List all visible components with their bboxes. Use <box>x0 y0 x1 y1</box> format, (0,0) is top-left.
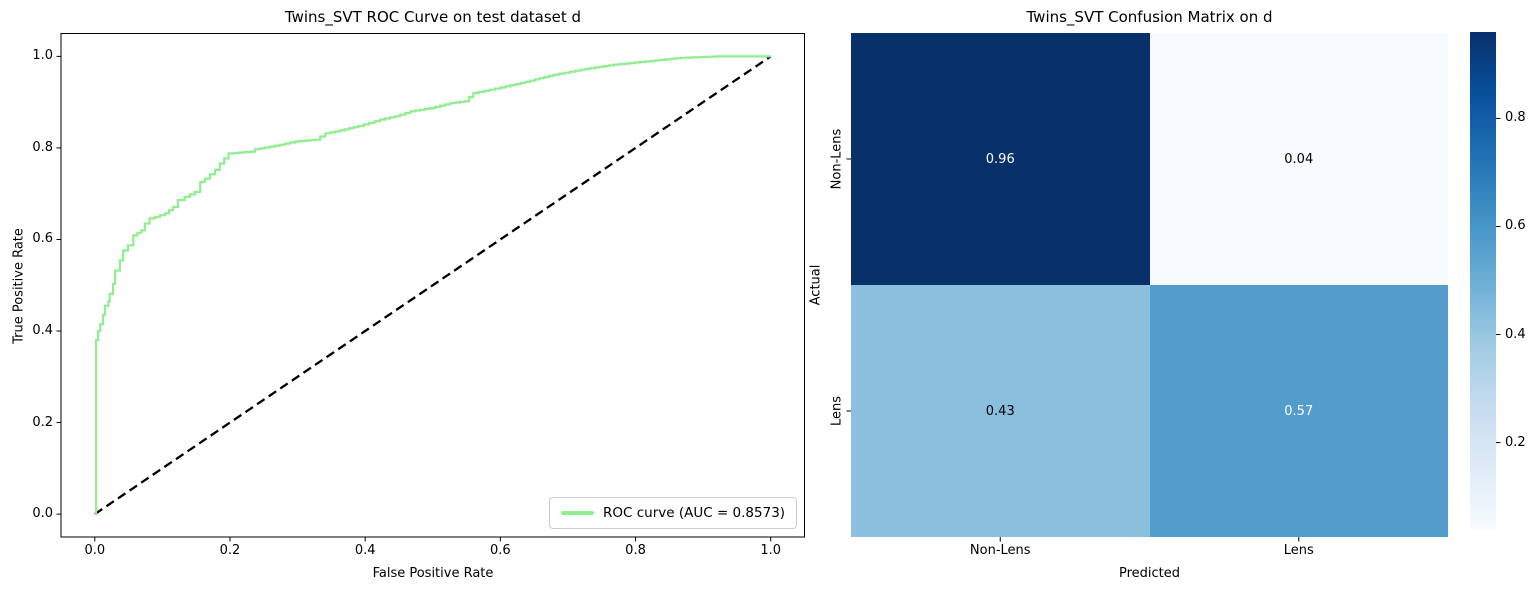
cm-cell-actual-lens-pred-nonlens: 0.43 <box>851 285 1150 537</box>
roc-x-tick-label: 0.4 <box>354 543 376 558</box>
colorbar-tick-label: 0.2 <box>1505 434 1526 450</box>
colorbar-tick-label: 0.4 <box>1505 326 1526 342</box>
cm-x-tick-label: Non-Lens <box>969 543 1031 558</box>
roc-legend-label: ROC curve (AUC = 0.8573) <box>603 505 786 521</box>
roc-legend: ROC curve (AUC = 0.8573) <box>549 497 798 529</box>
roc-x-tick-label: 0.0 <box>84 543 106 558</box>
cm-cell-actual-lens-pred-lens: 0.57 <box>1149 285 1448 537</box>
roc-y-tick-label: 0.4 <box>32 323 53 339</box>
roc-y-tick-label: 1.0 <box>32 48 53 64</box>
roc-x-tick-label: 0.6 <box>489 543 511 558</box>
cm-yaxis-label: Actual <box>808 264 824 306</box>
confusion-matrix-title: Twins_SVT Confusion Matrix on d <box>1026 8 1273 26</box>
colorbar-tick-label: 0.6 <box>1505 218 1526 234</box>
roc-y-tick-label: 0.6 <box>32 231 53 247</box>
roc-y-tick-label: 0.8 <box>32 139 53 155</box>
cm-cell-actual-nonlens-pred-lens: 0.04 <box>1149 33 1448 285</box>
colorbar-tick-label: 0.8 <box>1505 110 1526 126</box>
roc-x-tick-label: 1.0 <box>760 543 782 558</box>
roc-y-tick-label: 0.0 <box>32 506 53 522</box>
roc-xaxis-label: False Positive Rate <box>372 566 494 581</box>
roc-curve-legend-swatch <box>561 511 594 515</box>
roc-y-tick-label: 0.2 <box>32 414 53 430</box>
cm-xaxis-label: Predicted <box>1118 566 1181 581</box>
cm-y-tick-label: Non-Lens <box>829 128 845 190</box>
roc-title: Twins_SVT ROC Curve on test dataset d <box>284 8 582 26</box>
colorbar <box>1470 32 1496 529</box>
roc-x-tick-label: 0.2 <box>219 543 241 558</box>
cm-x-tick-label: Lens <box>1283 543 1314 558</box>
cm-cell-actual-nonlens-pred-nonlens: 0.96 <box>851 33 1150 285</box>
roc-x-tick-label: 0.8 <box>625 543 646 558</box>
cm-y-tick-label: Lens <box>829 395 845 427</box>
